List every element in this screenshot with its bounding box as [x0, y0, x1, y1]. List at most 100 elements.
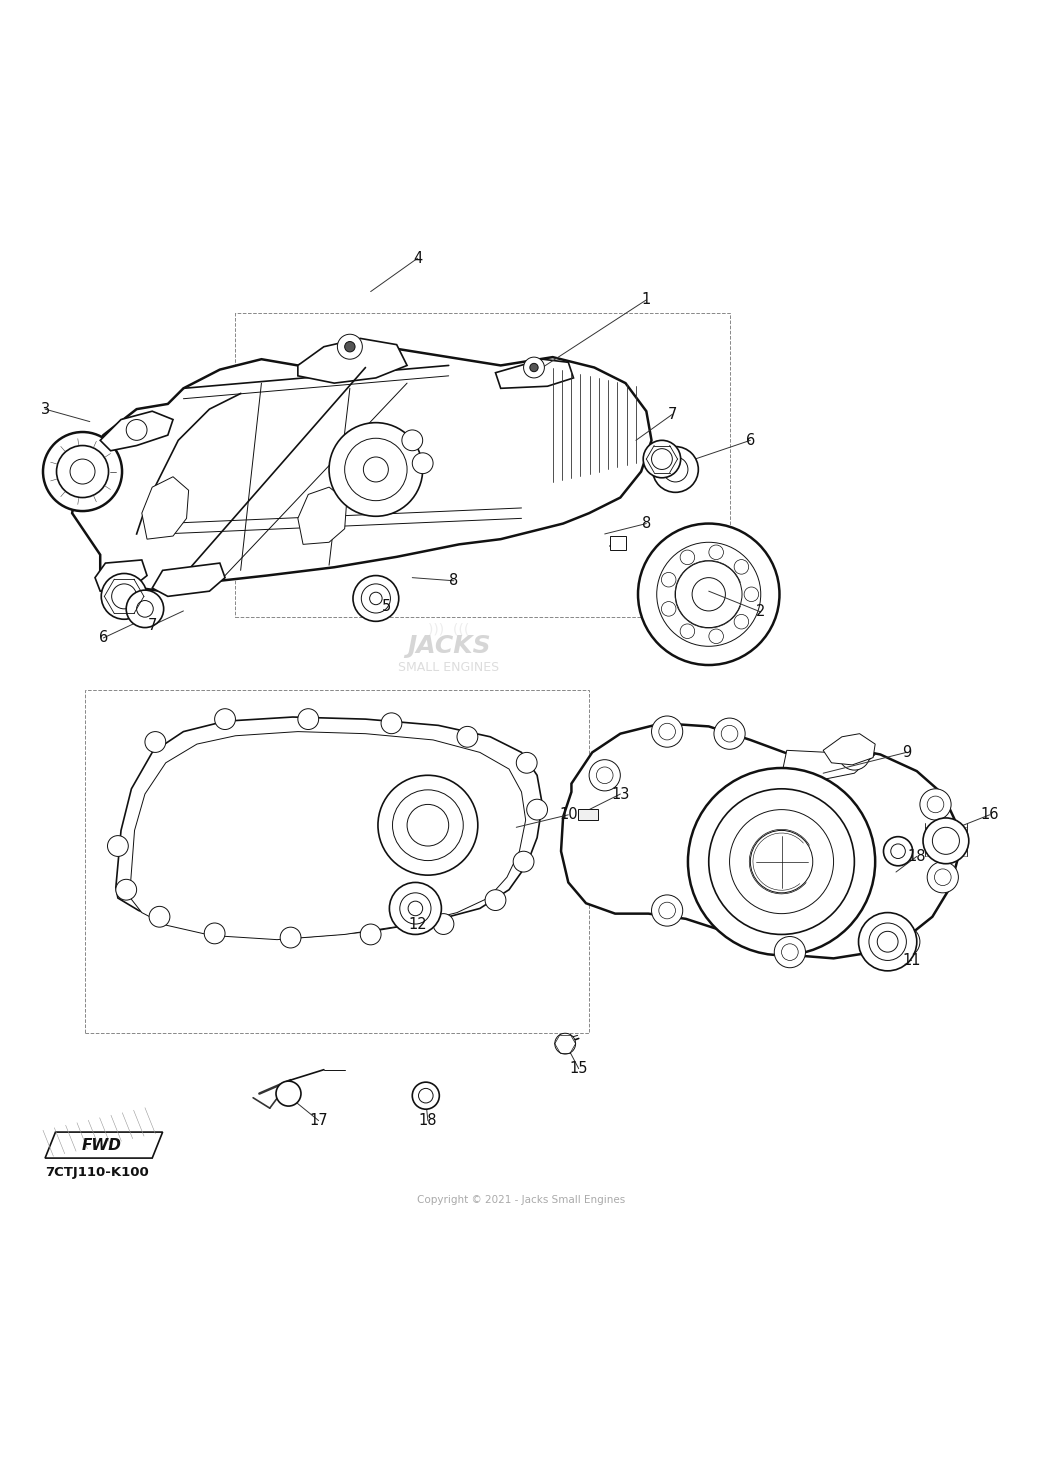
- Circle shape: [412, 1082, 439, 1109]
- Circle shape: [337, 334, 362, 359]
- Text: JACKS: JACKS: [407, 634, 490, 659]
- Text: SMALL ENGINES: SMALL ENGINES: [398, 660, 500, 674]
- Text: 10: 10: [559, 807, 578, 822]
- Circle shape: [659, 902, 676, 919]
- Circle shape: [204, 923, 225, 944]
- Circle shape: [896, 933, 913, 950]
- Circle shape: [781, 944, 798, 960]
- Circle shape: [734, 614, 749, 629]
- Circle shape: [774, 936, 805, 968]
- Text: 7CTJ110-K100: 7CTJ110-K100: [45, 1166, 149, 1180]
- Circle shape: [889, 926, 920, 957]
- Polygon shape: [298, 338, 407, 383]
- Polygon shape: [823, 733, 875, 764]
- Circle shape: [709, 789, 854, 935]
- Circle shape: [524, 358, 544, 378]
- Circle shape: [750, 831, 812, 893]
- Circle shape: [657, 542, 760, 647]
- Polygon shape: [561, 723, 959, 959]
- Circle shape: [744, 588, 758, 601]
- Polygon shape: [578, 809, 599, 821]
- Text: 3: 3: [41, 402, 50, 417]
- Circle shape: [298, 709, 319, 730]
- Text: 6: 6: [99, 631, 108, 646]
- Circle shape: [858, 913, 917, 971]
- Circle shape: [877, 932, 898, 953]
- Circle shape: [869, 923, 906, 960]
- Circle shape: [281, 928, 301, 948]
- Polygon shape: [495, 359, 574, 389]
- Circle shape: [361, 583, 390, 613]
- Circle shape: [392, 789, 463, 861]
- Circle shape: [101, 573, 147, 619]
- Circle shape: [369, 592, 382, 604]
- Circle shape: [329, 423, 422, 516]
- Circle shape: [418, 1088, 433, 1103]
- Text: 8: 8: [641, 516, 651, 531]
- Text: 5: 5: [382, 600, 391, 614]
- Circle shape: [597, 767, 613, 784]
- Circle shape: [663, 457, 688, 482]
- Circle shape: [399, 893, 431, 925]
- Circle shape: [360, 925, 381, 945]
- Circle shape: [353, 576, 398, 622]
- Circle shape: [661, 601, 676, 616]
- Circle shape: [137, 601, 153, 617]
- Text: 7: 7: [147, 617, 156, 634]
- Text: 13: 13: [611, 787, 630, 801]
- Circle shape: [530, 364, 538, 371]
- Text: 11: 11: [902, 953, 921, 968]
- Text: 8: 8: [450, 573, 459, 588]
- Circle shape: [116, 880, 137, 901]
- Circle shape: [527, 800, 548, 821]
- Circle shape: [653, 447, 699, 493]
- Circle shape: [433, 914, 454, 935]
- Circle shape: [638, 524, 779, 665]
- Text: )))  (((: ))) (((: [428, 623, 469, 637]
- Circle shape: [729, 810, 833, 914]
- Circle shape: [344, 341, 355, 352]
- Text: 7: 7: [668, 407, 677, 421]
- Circle shape: [891, 844, 905, 859]
- Circle shape: [70, 459, 95, 484]
- Polygon shape: [781, 748, 875, 782]
- Circle shape: [652, 895, 683, 926]
- Text: FWD: FWD: [81, 1138, 121, 1153]
- Circle shape: [43, 432, 122, 510]
- Circle shape: [935, 870, 951, 886]
- Circle shape: [920, 789, 951, 821]
- Circle shape: [676, 561, 742, 628]
- Circle shape: [407, 804, 448, 846]
- Polygon shape: [298, 487, 346, 545]
- Circle shape: [927, 862, 959, 893]
- Text: 17: 17: [310, 1113, 328, 1128]
- Circle shape: [516, 752, 537, 773]
- Circle shape: [839, 739, 870, 770]
- Polygon shape: [100, 411, 173, 451]
- Circle shape: [680, 623, 695, 638]
- Circle shape: [485, 890, 506, 911]
- Circle shape: [126, 591, 164, 628]
- Polygon shape: [45, 1132, 163, 1158]
- Circle shape: [661, 573, 676, 588]
- Circle shape: [883, 837, 913, 865]
- Circle shape: [589, 760, 621, 791]
- Circle shape: [145, 732, 166, 752]
- Circle shape: [734, 559, 749, 574]
- Circle shape: [56, 445, 108, 497]
- Circle shape: [126, 420, 147, 441]
- Text: 2: 2: [756, 604, 766, 619]
- Circle shape: [412, 453, 433, 473]
- Polygon shape: [72, 344, 652, 591]
- Circle shape: [644, 441, 681, 478]
- Circle shape: [709, 629, 724, 644]
- Text: 1: 1: [641, 292, 651, 307]
- Circle shape: [112, 583, 137, 608]
- Circle shape: [721, 726, 737, 742]
- Circle shape: [714, 718, 745, 749]
- Circle shape: [389, 883, 441, 935]
- Circle shape: [276, 1082, 301, 1106]
- Polygon shape: [95, 559, 147, 591]
- Text: 18: 18: [418, 1113, 437, 1128]
- Circle shape: [107, 835, 128, 856]
